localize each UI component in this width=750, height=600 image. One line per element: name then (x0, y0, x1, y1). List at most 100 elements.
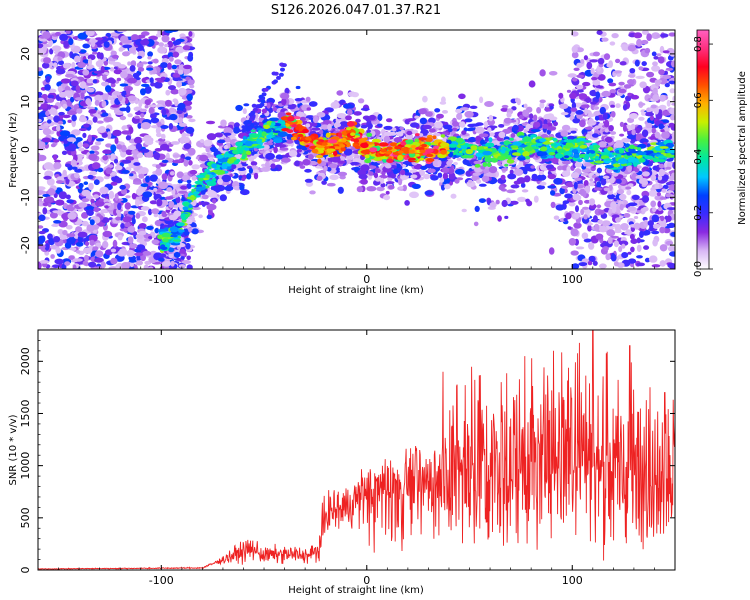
spectrogram-cell (411, 183, 421, 189)
spectrogram-cell (327, 123, 332, 131)
spectrogram-cell (161, 159, 169, 163)
spectrogram-cell (469, 123, 480, 127)
spectrogram-cell (42, 31, 51, 39)
spectrogram-cell (219, 194, 227, 202)
spectrogram-cell (38, 188, 44, 196)
spectrogram-cell (606, 63, 612, 68)
spectrogram-cell (131, 149, 139, 155)
spectrogram-cell (88, 153, 98, 161)
spectrogram-cell (260, 166, 271, 172)
spectrogram-cell (659, 223, 668, 228)
spectrogram-cell (474, 126, 485, 134)
spectrogram-cell (419, 133, 424, 137)
spectrogram-cell (630, 238, 638, 244)
spectrogram-cell (316, 175, 323, 181)
spectrogram-cell (84, 241, 90, 247)
spectrogram-cell (629, 113, 639, 119)
spectrogram-cell (546, 129, 552, 135)
spectrogram-cell (461, 130, 467, 135)
spectrogram-cell (148, 104, 157, 108)
spectrogram-cell (105, 143, 113, 148)
spectrogram-cell (65, 73, 74, 78)
spectrogram-cell (58, 191, 67, 200)
spectrogram-cell (38, 261, 42, 269)
spectrogram-cell (638, 66, 644, 71)
spectrogram-cell (89, 219, 95, 226)
spectrogram-cell (627, 202, 638, 207)
spectrogram-cell (131, 218, 136, 225)
spectrogram-cell (160, 125, 169, 129)
spectrogram-cell (207, 190, 218, 198)
spectrogram-cell (358, 174, 368, 180)
spectrogram-cell (618, 88, 627, 94)
spectrogram-cell (419, 117, 428, 125)
spectrogram-cell (385, 190, 390, 195)
spectrogram-cell (38, 67, 43, 72)
spectrogram-cell (147, 208, 153, 216)
spectrogram-cell (217, 178, 224, 185)
spectrogram-cell (518, 114, 525, 120)
spectrogram-cell (48, 238, 55, 246)
spectrogram-cell (237, 167, 246, 171)
spectrogram-cell (105, 167, 113, 175)
spectrogram-cell (622, 104, 628, 111)
spectrogram-cell (281, 98, 287, 106)
spectrogram-cell (317, 158, 322, 164)
spectrogram-cell (160, 76, 166, 81)
spectrogram-cell (573, 67, 580, 72)
spectrogram-cell (623, 213, 631, 218)
spectrogram-cell (450, 193, 457, 199)
spectrogram-cell (38, 118, 42, 123)
spectrogram-cell (63, 40, 70, 48)
spectrogram-cell (52, 62, 58, 68)
spectrogram-cell (660, 215, 665, 222)
spectrogram-cell (645, 112, 654, 117)
spectrogram-cell (536, 185, 546, 190)
spectrogram-cell (82, 69, 90, 76)
spectrogram-cell (92, 246, 99, 251)
spectrogram-cell (75, 226, 83, 233)
spectrogram-cell (157, 121, 162, 128)
spectrogram-cell (117, 250, 127, 257)
spectrogram-cell (217, 139, 226, 144)
spectrogram-cell (248, 157, 254, 162)
spectrogram-cell (589, 178, 594, 182)
spectrogram-cell (144, 99, 151, 106)
spectrogram-cell (181, 260, 191, 264)
spectrogram-cell (172, 51, 179, 58)
spectrogram-cell (557, 165, 563, 171)
spectrogram-cell (302, 159, 311, 166)
spectrogram-cell (588, 182, 596, 187)
spectrogram-cell (78, 182, 84, 189)
spectrogram-cell (568, 201, 576, 207)
spectrogram-cell (223, 132, 232, 136)
spectrogram-cell (456, 157, 462, 161)
spectrogram-cell (186, 255, 191, 261)
spectrogram-cell (47, 119, 52, 124)
spectrogram-cell (87, 174, 94, 180)
spectrogram-cell (422, 95, 428, 103)
spectrogram-cell (103, 60, 109, 66)
spectrogram-cell (64, 261, 71, 266)
spectrogram-cell (77, 141, 83, 148)
spectrogram-cell (662, 50, 670, 54)
spectrogram-cell (66, 237, 76, 244)
spectrogram-cell (590, 67, 595, 75)
spectrogram-cell (506, 159, 515, 164)
spectrogram-cell (168, 214, 177, 221)
spectrogram-cell (658, 104, 667, 110)
spectrogram-cell (171, 64, 177, 70)
spectrogram-cell (510, 133, 516, 138)
spectrogram-cell (109, 78, 116, 84)
spectrogram-cell (462, 158, 470, 165)
spectrogram-cell (82, 143, 90, 148)
spectrogram-cell (52, 264, 61, 269)
spectrogram-cell (65, 163, 71, 168)
spectrogram-cell (126, 87, 131, 96)
spectrogram-cell (672, 95, 675, 102)
spectrogram-cell (125, 135, 131, 141)
spectrogram-cell (75, 250, 81, 254)
spectrogram-cell (158, 257, 165, 262)
spectrogram-cell (271, 158, 281, 162)
spectrogram-cell (85, 98, 92, 105)
